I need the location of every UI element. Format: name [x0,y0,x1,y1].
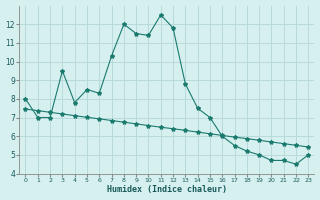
X-axis label: Humidex (Indice chaleur): Humidex (Indice chaleur) [107,185,227,194]
